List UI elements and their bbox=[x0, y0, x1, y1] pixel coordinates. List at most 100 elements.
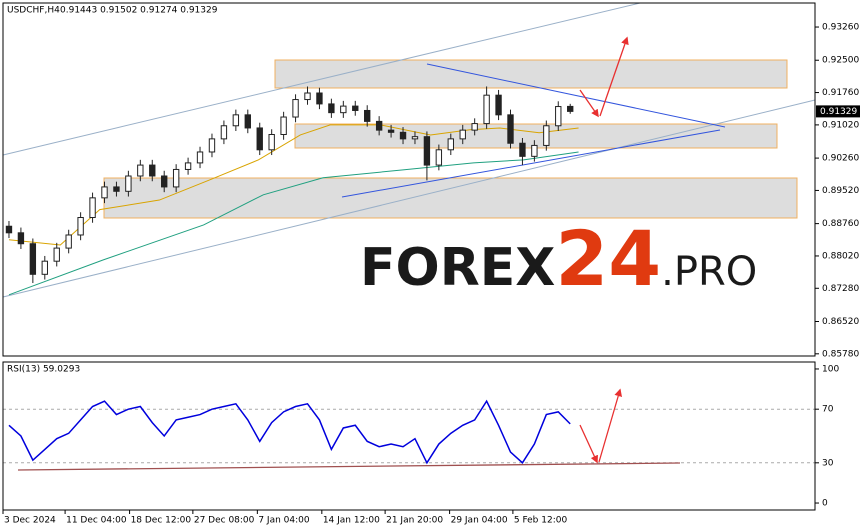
candle-body bbox=[113, 186, 120, 192]
candle-body bbox=[172, 168, 180, 188]
candle-body bbox=[65, 234, 72, 249]
y-tick-label: 0.88760 bbox=[822, 219, 859, 229]
y-tick-label: 70 bbox=[822, 405, 834, 415]
watermark-part: FOREX bbox=[360, 238, 555, 298]
ohlc-info: 0.91443 0.91502 0.91274 0.91329 bbox=[60, 6, 218, 16]
channel-top bbox=[2, 2, 641, 156]
candle-body bbox=[268, 134, 275, 151]
candle-body bbox=[316, 92, 323, 105]
y-tick-label: 0 bbox=[822, 499, 828, 509]
arrow bbox=[598, 388, 622, 463]
zones bbox=[103, 59, 798, 219]
candle-body bbox=[459, 129, 466, 140]
x-tick-label: 18 Dec 12:00 bbox=[131, 516, 192, 526]
candle-body bbox=[364, 109, 371, 122]
candle-body bbox=[304, 92, 311, 101]
candle-body bbox=[5, 225, 13, 234]
rsi-title: RSI(13) 59.0293 bbox=[7, 365, 80, 375]
candle-body bbox=[519, 142, 526, 157]
candle-body bbox=[41, 260, 48, 275]
resistance-zone bbox=[274, 59, 788, 89]
support-zone bbox=[103, 177, 798, 219]
forecast-arrows bbox=[17, 36, 681, 471]
candle-body bbox=[196, 151, 204, 164]
candle-body bbox=[328, 103, 335, 114]
watermark-part: .PRO bbox=[661, 249, 757, 295]
candle-body bbox=[352, 105, 359, 111]
price-tag bbox=[816, 105, 860, 118]
plot bbox=[3, 86, 815, 465]
y-tick-label: 0.91760 bbox=[822, 88, 859, 98]
candle-body bbox=[292, 99, 299, 118]
watermark: FOREX24.PRO bbox=[360, 214, 757, 303]
candle-body bbox=[423, 136, 431, 166]
candle-body bbox=[77, 217, 84, 236]
x-tick-label: 21 Jan 20:00 bbox=[386, 516, 443, 526]
candle-body bbox=[29, 243, 37, 275]
y-tick-label: 0.89520 bbox=[822, 186, 859, 196]
trend-line bbox=[426, 63, 726, 128]
candle-body bbox=[184, 162, 192, 170]
candle-body bbox=[232, 114, 240, 127]
candle-body bbox=[149, 164, 156, 177]
y-tick-label: 0.86520 bbox=[822, 317, 859, 327]
x-tick-label: 7 Jan 04:00 bbox=[258, 516, 310, 526]
candle-body bbox=[137, 164, 144, 177]
candle-body bbox=[244, 114, 251, 129]
candle-body bbox=[125, 175, 132, 192]
x-tick-label: 5 Feb 12:00 bbox=[514, 516, 568, 526]
x-tick-label: 3 Dec 2024 bbox=[4, 516, 56, 526]
x-tick-label: 29 Jan 04:00 bbox=[451, 516, 508, 526]
candle-body bbox=[447, 138, 454, 151]
y-tick-label: 100 bbox=[822, 364, 839, 374]
moving-average bbox=[8, 151, 579, 296]
candle-body bbox=[375, 120, 383, 131]
channel-bottom bbox=[2, 99, 816, 298]
candle-body bbox=[280, 116, 287, 136]
moving-average bbox=[8, 124, 579, 246]
candle-body bbox=[411, 136, 419, 140]
candle-body bbox=[435, 149, 443, 166]
candle-body bbox=[531, 144, 538, 157]
y-tick-label: 0.88020 bbox=[822, 251, 859, 261]
candle-body bbox=[471, 123, 478, 131]
rsi-line bbox=[8, 399, 571, 465]
y-tick-label: 0.93260 bbox=[822, 23, 859, 33]
x-tick-label: 11 Dec 04:00 bbox=[66, 516, 127, 526]
pivot-zone bbox=[294, 123, 778, 149]
rsi-panel bbox=[2, 361, 816, 511]
candle-body bbox=[161, 175, 168, 188]
watermark-part: 24 bbox=[555, 214, 661, 303]
watermark-text: FOREX24.PRO bbox=[360, 214, 757, 303]
candle-body bbox=[399, 131, 407, 140]
x-tick-label: 14 Jan 12:00 bbox=[323, 516, 380, 526]
candle-body bbox=[53, 247, 60, 262]
candle-body bbox=[220, 125, 228, 140]
y-tick-label: 0.85780 bbox=[822, 349, 859, 359]
y-tick-label: 0.91020 bbox=[822, 120, 859, 130]
trend-lines bbox=[2, 2, 816, 298]
symbol-title: USDCHF,H4 bbox=[7, 6, 60, 16]
candle-body bbox=[543, 125, 550, 146]
candle-body bbox=[256, 127, 263, 151]
arrow bbox=[579, 89, 599, 118]
candle-body bbox=[507, 114, 514, 144]
arrow bbox=[599, 36, 629, 117]
y-tick-label: 0.92500 bbox=[822, 56, 859, 66]
arrow bbox=[579, 424, 598, 464]
candle-body bbox=[567, 105, 574, 112]
candle-body bbox=[387, 129, 395, 133]
candle-body bbox=[89, 197, 96, 219]
candle-body bbox=[495, 94, 502, 116]
candle-body bbox=[208, 138, 216, 153]
price-tag-label: 0.91329 bbox=[820, 107, 857, 117]
x-tick-label: 27 Dec 08:00 bbox=[194, 516, 255, 526]
candle-body bbox=[17, 232, 25, 245]
y-tick-label: 0.90260 bbox=[822, 154, 859, 164]
rsi-trend-line bbox=[17, 462, 681, 471]
trend-line bbox=[341, 129, 721, 198]
y-tick-label: 0.87280 bbox=[822, 284, 859, 294]
candle-body bbox=[483, 94, 490, 125]
candle-body bbox=[101, 186, 108, 199]
